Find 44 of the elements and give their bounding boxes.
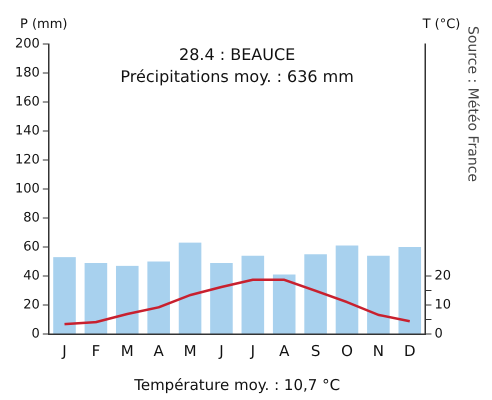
bar	[272, 274, 296, 334]
bar	[116, 266, 139, 334]
y-tick-label: 120	[14, 152, 40, 168]
y-tick-label: 60	[23, 239, 40, 254]
x-tick-label: A	[279, 342, 290, 360]
bar	[53, 257, 76, 334]
x-tick-label: S	[310, 342, 320, 360]
y-tick-label: 160	[14, 94, 40, 110]
y-tick-label: 140	[14, 123, 40, 138]
y-tick-label: 180	[14, 65, 40, 80]
y-tick-label: 200	[14, 36, 40, 52]
bar	[242, 256, 264, 334]
x-tick-label: J	[250, 342, 256, 360]
y2-axis-title: T (°C)	[422, 17, 460, 32]
bar	[147, 262, 170, 334]
bar	[336, 246, 358, 334]
x-tick-label: M	[120, 342, 134, 360]
bar	[84, 262, 108, 334]
y2-tick-label: 10	[434, 297, 452, 312]
text: Précipitations moy. : 636 mm	[120, 67, 354, 86]
bar	[178, 242, 202, 334]
chart-title: 28.4 : BEAUCE	[179, 45, 296, 64]
y-axis-title: P (mm)	[20, 17, 68, 32]
y-tick-label: 80	[23, 210, 40, 226]
bar	[398, 247, 422, 334]
x-tick-label: J	[218, 342, 224, 360]
source-note: Source : Météo France	[464, 26, 480, 182]
y-tick-label: 20	[23, 297, 40, 312]
x-tick-label: A	[154, 342, 165, 360]
text: Température moy. : 10,7 °C	[133, 376, 340, 394]
y2-tick-label: 0	[434, 326, 443, 342]
x-tick-label: J	[61, 342, 67, 360]
x-tick-label: D	[404, 342, 416, 360]
y-tick-label: 0	[32, 326, 40, 342]
bar	[304, 254, 327, 334]
y-tick-label: 100	[14, 181, 40, 196]
x-tick-label: F	[92, 342, 100, 360]
y2-tick-label: 20	[434, 268, 452, 284]
x-tick-label: O	[341, 342, 353, 360]
x-tick-label: N	[372, 342, 384, 360]
x-tick-label: M	[184, 342, 197, 360]
bar	[367, 256, 390, 334]
y-tick-label: 40	[23, 268, 40, 284]
bar	[210, 262, 233, 334]
